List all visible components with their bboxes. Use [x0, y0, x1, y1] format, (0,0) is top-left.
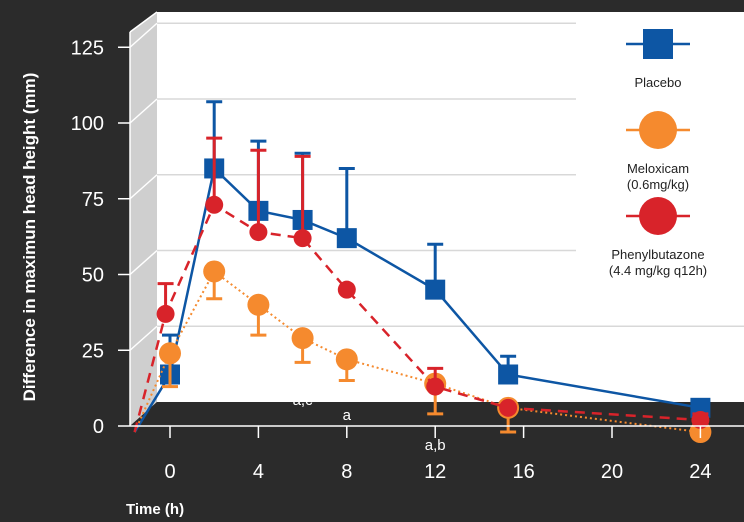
x-tick-label: 24	[689, 461, 711, 483]
x-tick-label: 8	[341, 461, 352, 483]
y-tick-label: 25	[82, 340, 104, 362]
legend-marker	[639, 197, 677, 235]
data-point	[426, 377, 445, 396]
plot-side-wall	[130, 12, 157, 426]
data-point	[156, 304, 175, 323]
data-point	[205, 195, 224, 214]
annotation-label: a	[254, 361, 263, 378]
data-point	[249, 223, 268, 242]
gridline-side-75	[129, 174, 158, 200]
data-point	[203, 260, 226, 283]
x-axis-title: Time (h)	[126, 501, 184, 518]
data-point	[498, 364, 519, 385]
legend-entry-1: Meloxicam(0.6mg/kg)	[626, 111, 690, 192]
annotation-label: a	[210, 322, 219, 339]
series-2	[133, 136, 710, 433]
x-tick-label: 16	[512, 461, 534, 483]
data-point	[293, 229, 312, 248]
data-point	[691, 410, 710, 429]
legend-label: Placebo	[635, 75, 682, 90]
y-tick-label: 50	[82, 265, 104, 287]
data-point	[425, 279, 446, 300]
data-point	[337, 280, 356, 299]
data-point	[159, 342, 181, 365]
data-point	[335, 348, 358, 371]
annotation-label: a	[343, 407, 352, 424]
x-tick-label: 0	[164, 461, 175, 483]
gridline-side-125	[129, 22, 158, 48]
data-point	[247, 293, 270, 316]
legend: PlaceboMeloxicam(0.6mg/kg)Phenylbutazone…	[576, 22, 744, 298]
legend-label: (4.4 mg/kg q12h)	[609, 263, 707, 278]
legend-box	[576, 22, 744, 298]
y-tick-label: 75	[82, 189, 104, 211]
axes: 0 25 50 75 100 125 0 4 8 12 16 20 24	[71, 11, 744, 483]
legend-entry-2: Phenylbutazone(4.4 mg/kg q12h)	[609, 197, 707, 278]
gridline-side-50	[129, 249, 158, 276]
gridline-side-25	[129, 325, 158, 351]
series-line	[133, 202, 701, 433]
legend-label: Meloxicam	[627, 161, 689, 176]
data-point	[499, 398, 518, 417]
legend-label: Phenylbutazone	[611, 247, 704, 262]
gridline-side-100	[129, 98, 158, 124]
y-tick-label: 100	[71, 113, 104, 135]
x-tick-label: 12	[424, 461, 446, 483]
y-axis-title: Difference in maximun head height (mm)	[20, 73, 39, 402]
y-axis-top-edge	[129, 11, 158, 33]
legend-marker	[643, 29, 673, 59]
legend-marker	[639, 111, 677, 149]
series-layer	[133, 100, 712, 444]
data-point	[291, 327, 314, 350]
y-tick-label: 125	[71, 37, 104, 59]
annotations: a a a,c a a,b	[210, 322, 446, 454]
y-tick-label: 0	[93, 416, 104, 438]
legend-label: (0.6mg/kg)	[627, 177, 689, 192]
data-point	[336, 228, 357, 249]
annotation-label: a,c	[293, 392, 314, 409]
legend-entry-0: Placebo	[626, 29, 690, 90]
x-tick-label: 20	[601, 461, 623, 483]
x-tick-label: 4	[253, 461, 264, 483]
annotation-label: a,b	[425, 437, 446, 454]
